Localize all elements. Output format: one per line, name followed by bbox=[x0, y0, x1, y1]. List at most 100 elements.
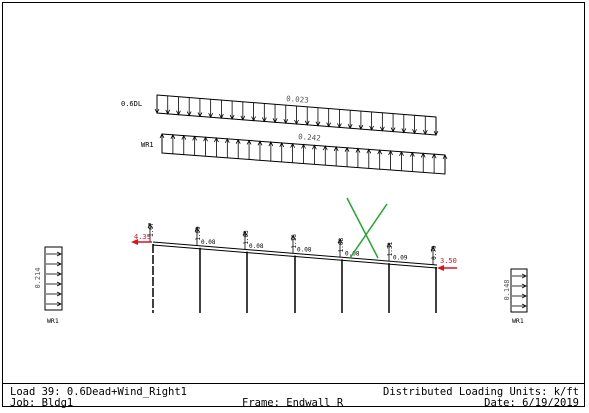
column-load-arrow bbox=[194, 226, 200, 246]
dead-load-arrow bbox=[165, 95, 171, 115]
dead-load-arrow bbox=[358, 111, 364, 130]
right-wall-arrow bbox=[512, 273, 527, 279]
column-load-arrow bbox=[337, 238, 343, 258]
column-load-label: 1.08 bbox=[338, 238, 345, 253]
dead-load-arrow bbox=[347, 110, 353, 130]
left-wall-arrow bbox=[46, 281, 62, 287]
roof-wind-arrow bbox=[214, 137, 219, 158]
right-wall-arrow bbox=[512, 293, 527, 299]
left-wall-arrow bbox=[46, 261, 62, 267]
roof-wind-arrow bbox=[377, 149, 383, 170]
roof-wind-arrows bbox=[159, 133, 448, 174]
dead-load-arrow bbox=[294, 106, 299, 125]
roof-wind-arrow bbox=[366, 148, 372, 169]
right-wall-arrows bbox=[512, 273, 527, 309]
dead-load-arrow bbox=[240, 101, 246, 121]
roof-wind-arrow bbox=[409, 151, 415, 172]
roof-wind-arrow bbox=[420, 152, 426, 173]
dead-load-arrow bbox=[422, 116, 428, 136]
roof-wind-arrow bbox=[333, 146, 339, 166]
roof-wind-arrow bbox=[312, 144, 317, 165]
roof-wind-arrow bbox=[301, 143, 306, 164]
dead-load-arrow bbox=[433, 117, 439, 136]
left-point-load-label: 4.39 bbox=[134, 233, 151, 241]
roof-wind-arrow bbox=[399, 150, 404, 171]
dead-load-value: 0.023 bbox=[286, 94, 309, 105]
column-load-arrow bbox=[147, 222, 153, 242]
roof-wind-arrow bbox=[442, 154, 448, 174]
left-wall-label: WR1 bbox=[47, 317, 59, 325]
roof-wind-arrow bbox=[170, 133, 176, 154]
left-wall-arrow bbox=[46, 251, 62, 257]
left-wall-value: 0.214 bbox=[34, 267, 42, 288]
column-load-label: 1.16 bbox=[291, 234, 298, 249]
right-point-load: 3.50 bbox=[437, 257, 457, 271]
dead-load-arrow bbox=[390, 113, 396, 133]
roof-wind-arrow bbox=[181, 134, 187, 155]
title-block: Load 39: 0.6Dead+Wind_Right1 Distributed… bbox=[2, 383, 585, 410]
drawing-frame bbox=[2, 2, 585, 407]
dead-load-arrow bbox=[229, 100, 235, 120]
roof-wind-label: WR1 bbox=[141, 141, 154, 149]
right-point-load-label: 3.50 bbox=[440, 257, 457, 265]
dead-load-arrow bbox=[251, 102, 256, 122]
left-wall-arrow bbox=[46, 291, 62, 297]
dead-load-arrow bbox=[261, 103, 267, 123]
green-x-mark bbox=[346, 197, 388, 259]
right-wall-value: 0.148 bbox=[503, 279, 511, 300]
dead-load-band: 0.6DL 0.023 bbox=[121, 94, 439, 136]
load-case-text: Load 39: 0.6Dead+Wind_Right1 bbox=[10, 386, 188, 398]
roof-wind-arrow bbox=[268, 141, 274, 162]
roof-wind-arrow bbox=[203, 136, 208, 157]
column-load-arrow bbox=[430, 245, 436, 265]
dead-load-arrow bbox=[379, 112, 385, 132]
dead-load-arrow bbox=[154, 95, 160, 114]
column-load-arrow bbox=[242, 230, 248, 250]
dead-load-arrow bbox=[176, 96, 181, 116]
roof-wind-band: WR1 0.242 bbox=[141, 132, 448, 175]
dead-load-arrow bbox=[197, 98, 203, 118]
right-wall-arrow bbox=[512, 303, 527, 309]
column-load-label: 0.79 bbox=[431, 245, 438, 260]
column-load-arrow bbox=[290, 234, 296, 254]
left-wall-arrows bbox=[46, 251, 62, 307]
roof-wind-arrow bbox=[257, 140, 263, 161]
dead-load-arrow bbox=[401, 114, 407, 134]
purlin-loads: 0.080.080.080.080.09 bbox=[201, 239, 408, 262]
dead-load-arrow bbox=[272, 104, 278, 124]
roof-wind-arrow bbox=[290, 142, 295, 163]
loading-diagram: 0.6DL 0.023 WR1 0.242 1.67 1.09 1.03 1.16 1.… bbox=[34, 94, 528, 325]
dead-load-arrow bbox=[369, 111, 374, 131]
column-load-arrow bbox=[386, 242, 392, 262]
roof-wind-value: 0.242 bbox=[298, 132, 321, 143]
purlin-load-label: 0.08 bbox=[297, 247, 312, 254]
roof-wind-arrow bbox=[344, 146, 350, 167]
dead-load-arrow bbox=[219, 100, 224, 119]
left-point-load: 4.39 bbox=[131, 233, 152, 245]
dead-load-arrow bbox=[337, 109, 342, 129]
columns bbox=[152, 244, 437, 313]
purlin-load-label: 0.08 bbox=[201, 239, 216, 246]
roof-wind-arrow bbox=[355, 147, 361, 168]
column-load-label: 1.67 bbox=[148, 222, 155, 237]
column-load-label: 1.03 bbox=[243, 230, 250, 245]
dead-load-arrows bbox=[154, 95, 439, 136]
purlin-load-label: 0.09 bbox=[393, 254, 408, 261]
roof-wind-arrow bbox=[235, 138, 241, 159]
right-wall-load: 0.148 WR1 bbox=[503, 268, 528, 325]
frame-text: Frame: Endwall R bbox=[242, 397, 344, 409]
column-loads: 1.67 1.09 1.03 1.16 1.08 1.31 0.79 bbox=[147, 222, 438, 265]
date-text: Date: 6/19/2019 bbox=[484, 397, 579, 409]
column-load-label: 1.31 bbox=[387, 242, 394, 257]
roof-wind-arrow bbox=[388, 150, 393, 170]
right-wall-label: WR1 bbox=[512, 317, 524, 325]
roof-wind-arrow bbox=[246, 139, 252, 160]
dead-load-label: 0.6DL bbox=[121, 100, 142, 108]
roof-wind-arrow bbox=[192, 135, 198, 156]
dead-load-arrow bbox=[326, 108, 332, 128]
right-wall-arrow bbox=[512, 283, 527, 289]
purlin-load-label: 0.08 bbox=[249, 243, 264, 250]
dead-load-arrow bbox=[283, 105, 289, 125]
units-text: Distributed Loading Units: k/ft bbox=[383, 386, 579, 398]
dead-load-arrow bbox=[315, 107, 321, 127]
